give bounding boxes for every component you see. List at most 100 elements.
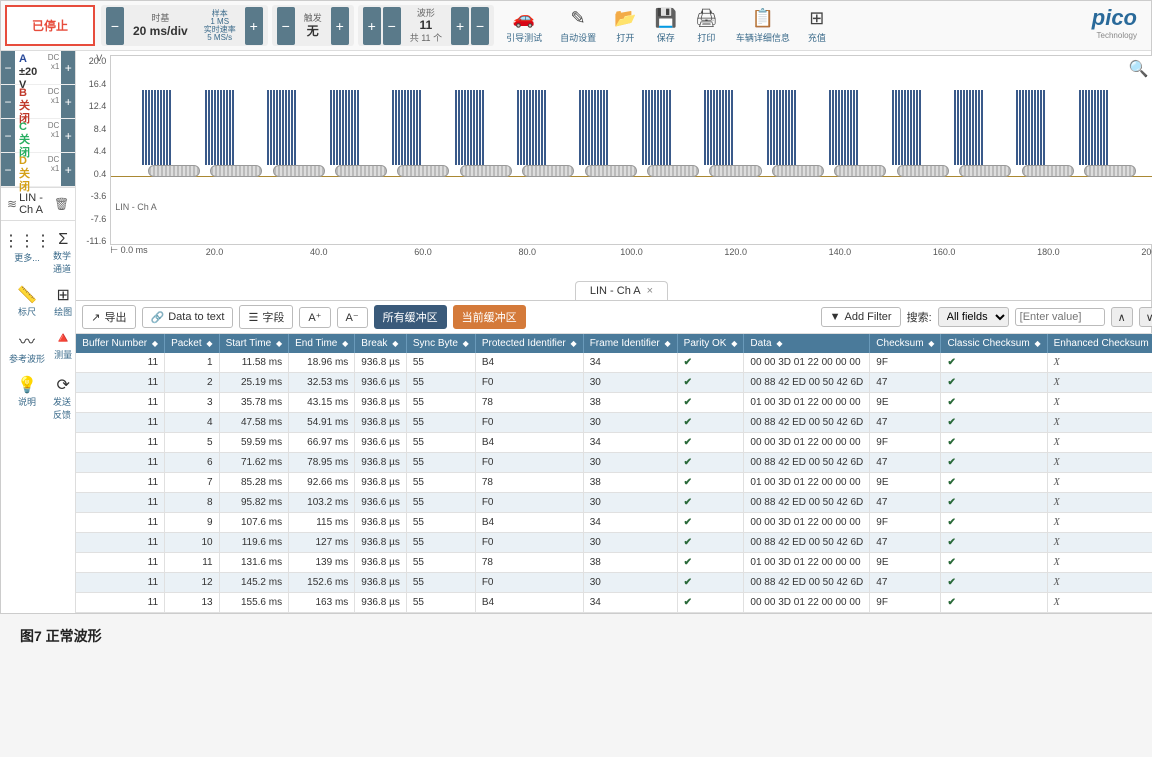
table-row[interactable]: 1112145.2 ms152.6 ms936.8 µs55F030✔00 88… [76, 573, 1152, 593]
font-dec-button[interactable]: A⁻ [337, 307, 368, 328]
table-row[interactable]: 11671.62 ms78.95 ms936.8 µs55F030✔00 88 … [76, 453, 1152, 473]
channel-inc-button[interactable]: + [61, 153, 75, 186]
toolbar-保存-button[interactable]: 💾保存 [655, 8, 677, 44]
cell: ✔ [941, 533, 1047, 553]
channel-inc-button[interactable]: + [61, 51, 75, 84]
decoder-delete-icon[interactable]: 🗑 [54, 197, 69, 211]
cell: 936.8 µs [355, 553, 407, 573]
side-tool-说明[interactable]: 💡说明 [3, 371, 51, 425]
waveform-prev-button[interactable]: − [383, 7, 401, 45]
cell: 00 88 42 ED 00 50 42 6D [744, 493, 870, 513]
toolbar-打开-button[interactable]: 📂打开 [614, 8, 636, 44]
channel-dec-button[interactable]: − [1, 85, 15, 118]
side-tool-绘图[interactable]: ⊞绘图 [53, 281, 73, 322]
data-to-text-button[interactable]: 🔗 Data to text [142, 307, 234, 328]
stop-button[interactable]: 已停止 [5, 5, 95, 46]
side-tool-发送反馈[interactable]: ⟳发送反馈 [53, 371, 73, 425]
trigger-dec-button[interactable]: − [277, 7, 295, 45]
cell: 47.58 ms [219, 413, 289, 433]
cell: ✔ [677, 353, 744, 373]
cell: 47 [870, 413, 941, 433]
col-Sync-Byte[interactable]: Sync Byte ◆ [406, 334, 475, 353]
channel-dec-button[interactable]: − [1, 153, 15, 186]
search-input[interactable] [1015, 308, 1105, 326]
timebase-dec-button[interactable]: − [106, 7, 124, 45]
waveform-first-button[interactable]: + [363, 7, 381, 45]
col-Checksum[interactable]: Checksum ◆ [870, 334, 941, 353]
table-row[interactable]: 11225.19 ms32.53 ms936.6 µs55F030✔00 88 … [76, 373, 1152, 393]
table-row[interactable]: 11785.28 ms92.66 ms936.8 µs557838✔01 00 … [76, 473, 1152, 493]
side-tool-数学通道[interactable]: Σ数学通道 [53, 227, 73, 279]
channel-dec-button[interactable]: − [1, 119, 15, 152]
toolbar-自动设置-button[interactable]: ✎自动设置 [560, 8, 596, 44]
col-Classic-Checksum[interactable]: Classic Checksum ◆ [941, 334, 1047, 353]
side-tool-标尺[interactable]: 📏标尺 [3, 281, 51, 322]
toolbar-充值-button[interactable]: ⊞充值 [808, 8, 826, 44]
waveform-next-button[interactable]: + [451, 7, 469, 45]
decoder-row[interactable]: ≋ LIN - Ch A 🗑 [1, 187, 75, 221]
channel-D-box[interactable]: −D关闭DCx1+ [1, 153, 75, 187]
col-Packet[interactable]: Packet ◆ [165, 334, 220, 353]
signal-burst [1079, 90, 1121, 165]
toolbar-打印-button[interactable]: 🖨打印 [695, 8, 718, 44]
decoded-packet-marker [897, 165, 949, 177]
toolbar-车辆详细信息-button[interactable]: 📋车辆详细信息 [736, 8, 790, 44]
search-field-select[interactable]: All fields [938, 307, 1009, 327]
current-buffer-button[interactable]: 当前缓冲区 [453, 305, 526, 329]
col-Protected-Identifier[interactable]: Protected Identifier ◆ [475, 334, 583, 353]
waveform-canvas[interactable]: LIN - Ch A [110, 55, 1152, 245]
side-tool-更多...[interactable]: ⋮⋮⋮更多... [3, 227, 51, 279]
col-Data[interactable]: Data ◆ [744, 334, 870, 353]
col-Parity-OK[interactable]: Parity OK ◆ [677, 334, 744, 353]
side-tool-测量[interactable]: 🔺测量 [53, 324, 73, 369]
cell: ✔ [941, 493, 1047, 513]
table-row[interactable]: 1111131.6 ms139 ms936.8 µs557838✔01 00 3… [76, 553, 1152, 573]
col-Enhanced-Checksum[interactable]: Enhanced Checksum ◆ [1047, 334, 1152, 353]
side-tool-参考波形[interactable]: 〰参考波形 [3, 324, 51, 369]
zoom-icon[interactable]: 🔍 [1129, 59, 1149, 79]
y-axis: V 20.016.412.48.44.40.4-3.6-7.6-11.6 [76, 51, 108, 261]
col-Break[interactable]: Break ◆ [355, 334, 407, 353]
table-row[interactable]: 1110119.6 ms127 ms936.8 µs55F030✔00 88 4… [76, 533, 1152, 553]
cell: 55 [406, 393, 475, 413]
table-row[interactable]: 11111.58 ms18.96 ms936.8 µs55B434✔00 00 … [76, 353, 1152, 373]
font-inc-button[interactable]: A⁺ [299, 307, 330, 328]
export-button[interactable]: ↗ 导出 [82, 305, 135, 329]
fields-button[interactable]: ☰ 字段 [239, 305, 293, 329]
channel-B-box[interactable]: −B关闭DCx1+ [1, 85, 75, 119]
toolbar-引导测试-button[interactable]: 🚗引导测试 [506, 8, 542, 44]
y-tick: 16.4 [89, 79, 107, 89]
tab-close-icon[interactable]: × [647, 285, 653, 297]
decoded-packet-marker [647, 165, 699, 177]
channel-dec-button[interactable]: − [1, 51, 15, 84]
all-buffers-button[interactable]: 所有缓冲区 [374, 305, 447, 329]
decoder-tab[interactable]: LIN - Ch A × [575, 281, 668, 300]
cell: 00 88 42 ED 00 50 42 6D [744, 453, 870, 473]
waveform-last-button[interactable]: − [471, 7, 489, 45]
nav-up-button[interactable]: ∧ [1111, 307, 1133, 327]
nav-down-button[interactable]: ∨ [1139, 307, 1152, 327]
channel-inc-button[interactable]: + [61, 85, 75, 118]
table-row[interactable]: 11335.78 ms43.15 ms936.8 µs557838✔01 00 … [76, 393, 1152, 413]
x-tick: 180.0 [1037, 247, 1060, 257]
decoded-packet-marker [834, 165, 886, 177]
col-Buffer-Number[interactable]: Buffer Number ◆ [76, 334, 164, 353]
timebase-inc-button[interactable]: + [245, 7, 263, 45]
add-filter-button[interactable]: ▼ Add Filter [821, 307, 901, 327]
cell: 55 [406, 533, 475, 553]
table-row[interactable]: 11447.58 ms54.91 ms936.8 µs55F030✔00 88 … [76, 413, 1152, 433]
col-Frame-Identifier[interactable]: Frame Identifier ◆ [583, 334, 677, 353]
oscilloscope-app: 已停止 − 时基 20 ms/div 样本 1 MS 实时速率 5 MS/s +… [0, 0, 1152, 614]
col-End-Time[interactable]: End Time ◆ [289, 334, 355, 353]
trigger-inc-button[interactable]: + [331, 7, 349, 45]
table-row[interactable]: 11895.82 ms103.2 ms936.6 µs55F030✔00 88 … [76, 493, 1152, 513]
channel-inc-button[interactable]: + [61, 119, 75, 152]
channel-C-box[interactable]: −C关闭DCx1+ [1, 119, 75, 153]
col-Start-Time[interactable]: Start Time ◆ [219, 334, 289, 353]
channel-A-box[interactable]: −A±20 VDCx1+ [1, 51, 75, 85]
table-row[interactable]: 1113155.6 ms163 ms936.8 µs55B434✔00 00 3… [76, 593, 1152, 613]
cell: 155.6 ms [219, 593, 289, 613]
table-row[interactable]: 11559.59 ms66.97 ms936.6 µs55B434✔00 00 … [76, 433, 1152, 453]
table-row[interactable]: 119107.6 ms115 ms936.8 µs55B434✔00 00 3D… [76, 513, 1152, 533]
cell: F0 [475, 453, 583, 473]
